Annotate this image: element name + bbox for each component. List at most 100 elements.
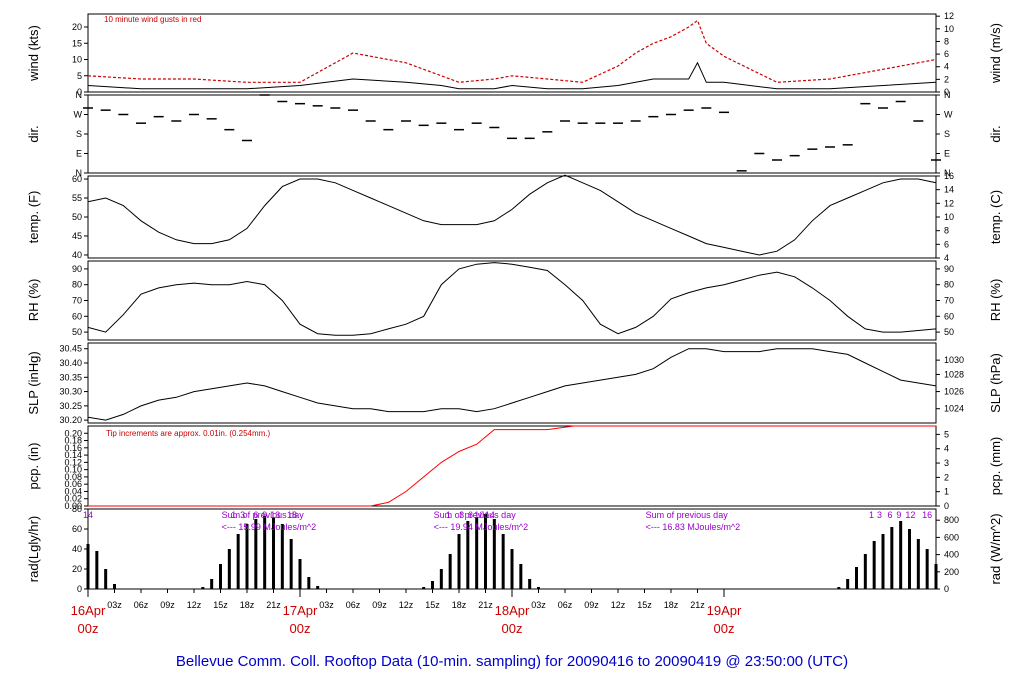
dir-left-tick-label: N: [76, 168, 83, 178]
temp-left-tick-label: 45: [72, 231, 82, 241]
temp-right-tick-label: 14: [944, 185, 954, 195]
wind-left-tick-label: 10: [72, 55, 82, 65]
x-tick-label: 12z: [399, 600, 414, 610]
temp-right-tick-label: 6: [944, 239, 949, 249]
precip-ylabel-right: pcp. (mm): [988, 437, 1003, 496]
dir-panel-frame: [87, 94, 937, 174]
x-tick-label: 15z: [213, 600, 228, 610]
radiation-hour-mark: 9: [262, 510, 267, 520]
wind-ylabel-right: wind (m/s): [988, 23, 1003, 84]
wind-right-tick-label: 2: [944, 74, 949, 84]
temp-right-tick-label: 4: [944, 253, 949, 263]
rh-ylabel-right: RH (%): [988, 279, 1003, 322]
wind-ylabel-left: wind (kts): [26, 25, 41, 82]
x-tick-label: 21z: [478, 600, 493, 610]
precip-left-tick-label: 0.20: [64, 428, 82, 438]
precip-left-tick-label: 0.08: [64, 472, 82, 482]
radiation-sum-value: <--- 19.94 MJoules/m^2: [434, 522, 529, 532]
temp-series-line: [87, 174, 937, 256]
dir-ylabel-left: dir.: [26, 125, 41, 142]
x-tick-label: 06z: [134, 600, 149, 610]
radiation-hour-mark: 6: [888, 510, 893, 520]
x-axis-layer: 03z 06z 09z 12z 15z 18z 21z 03z 06z 09z 12z 15z 18z 2…: [71, 589, 742, 636]
x-date-hour-label: 00z: [290, 621, 311, 636]
rh-left-tick-label: 60: [72, 311, 82, 321]
wind-gust-series-line: [87, 19, 937, 83]
precip-series-line: [88, 425, 936, 507]
radiation-sum-title: Sum of previous day: [646, 510, 729, 520]
rh-ylabel-left: RH (%): [26, 279, 41, 322]
precip-left-tick-label: 0.12: [64, 457, 82, 467]
rh-right-tick-label: 60: [944, 311, 954, 321]
radiation-hour-mark: 14: [83, 510, 93, 520]
temp-right-tick-label: 12: [944, 198, 954, 208]
dir-ylabel-right: dir.: [988, 125, 1003, 142]
x-tick-label: 15z: [637, 600, 652, 610]
radiation-right-tick-label: 200: [944, 567, 959, 577]
rh-series-line: [87, 262, 937, 336]
wind-right-tick-label: 8: [944, 36, 949, 46]
radiation-hour-mark: 9: [896, 510, 901, 520]
precip-left-tick-label: 0.14: [64, 450, 82, 460]
wind-left-tick-label: 0: [77, 87, 82, 97]
axis-ticks-layer: 05101520024681012NWSENNWSEN4045505560468…: [59, 11, 964, 594]
slp-right-tick-label: 1028: [944, 369, 964, 379]
rh-right-tick-label: 80: [944, 280, 954, 290]
slp-left-tick-label: 30.20: [59, 415, 82, 425]
dir-right-tick-label: N: [944, 168, 951, 178]
slp-left-tick-label: 30.35: [59, 372, 82, 382]
precip-right-tick-label: 4: [944, 444, 949, 454]
precip-left-tick-label: 0.10: [64, 465, 82, 475]
radiation-left-tick-label: 0: [77, 584, 82, 594]
wind-right-tick-label: 6: [944, 49, 949, 59]
radiation-hour-mark: 16: [922, 510, 932, 520]
precip-right-tick-label: 1: [944, 487, 949, 497]
radiation-right-tick-label: 0: [944, 584, 949, 594]
precip-left-tick-label: 0.00: [64, 501, 82, 511]
slp-series-line: [87, 348, 937, 421]
temp-left-tick-label: 55: [72, 193, 82, 203]
radiation-sum-value: <--- 15.99 MJoules/m^2: [222, 522, 317, 532]
radiation-sum-value: <--- 16.83 MJoules/m^2: [646, 522, 741, 532]
temp-panel-frame: [87, 175, 937, 259]
x-tick-label: 18z: [240, 600, 255, 610]
wind-right-tick-label: 0: [944, 87, 949, 97]
wind-right-tick-label: 12: [944, 11, 954, 21]
slp-panel-frame: [87, 342, 937, 424]
radiation-right-tick-label: 400: [944, 550, 959, 560]
radiation-sum-title: Sum of previous day: [434, 510, 517, 520]
radiation-hour-mark: 18: [287, 510, 297, 520]
wind-left-tick-label: 20: [72, 22, 82, 32]
temp-right-tick-label: 8: [944, 226, 949, 236]
rh-left-tick-label: 50: [72, 327, 82, 337]
radiation-sum-title: Sum of previous day: [222, 510, 305, 520]
precip-right-tick-label: 5: [944, 429, 949, 439]
precip-right-tick-label: 0: [944, 501, 949, 511]
precip-left-tick-label: 0.18: [64, 436, 82, 446]
radiation-hour-mark: 3: [877, 510, 882, 520]
radiation-right-tick-label: 600: [944, 532, 959, 542]
radiation-hour-mark: 1: [869, 510, 874, 520]
x-tick-label: 18z: [452, 600, 467, 610]
footer-title: Bellevue Comm. Coll. Rooftop Data (10-mi…: [176, 653, 848, 670]
x-tick-label: 03z: [107, 600, 122, 610]
precip-panel-frame: [87, 425, 937, 507]
radiation-hour-mark: 6: [253, 510, 258, 520]
dir-right-tick-label: S: [944, 129, 950, 139]
dir-right-tick-label: W: [944, 110, 953, 120]
x-tick-label: 12z: [187, 600, 202, 610]
rh-right-tick-label: 70: [944, 296, 954, 306]
radiation-right-tick-label: 800: [944, 515, 959, 525]
dir-right-tick-label: E: [944, 149, 950, 159]
dir-left-tick-label: E: [76, 149, 82, 159]
x-tick-label: 12z: [611, 600, 626, 610]
rh-right-tick-label: 50: [944, 327, 954, 337]
rad-ylabel-right: rad (W/m^2): [988, 513, 1003, 584]
dir-left-tick-label: S: [76, 129, 82, 139]
slp-right-tick-label: 1024: [944, 404, 964, 414]
radiation-hour-mark: 12: [905, 510, 915, 520]
radiation-hour-mark: 3: [240, 510, 245, 520]
temp-left-tick-label: 60: [72, 174, 82, 184]
x-tick-label: 09z: [372, 600, 387, 610]
